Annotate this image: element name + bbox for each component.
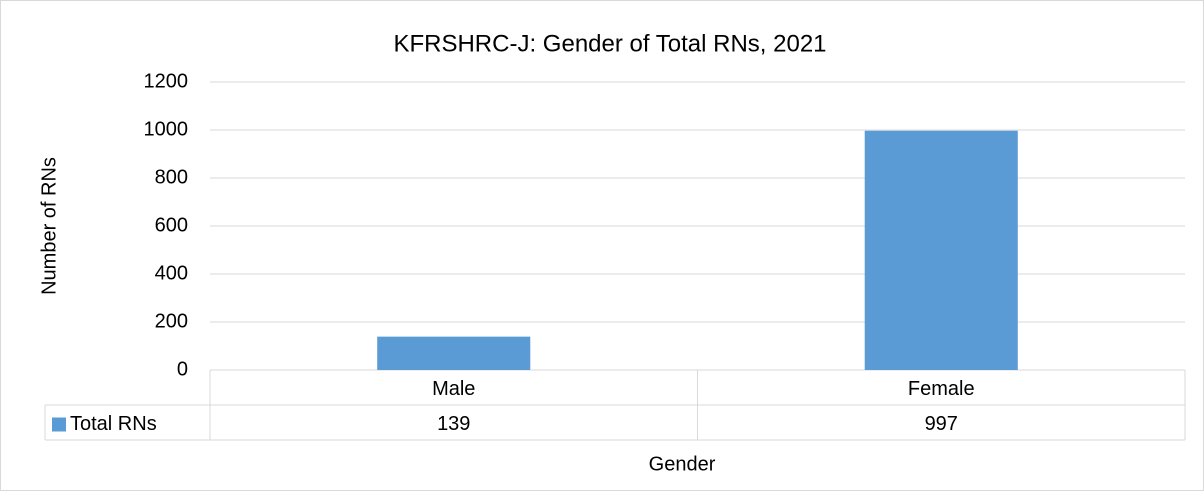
- legend-key: [52, 417, 66, 432]
- x-tick-label: Male: [432, 378, 475, 400]
- chart-title: KFRSHRC-J: Gender of Total RNs, 2021: [393, 30, 826, 57]
- table-value: 997: [925, 413, 958, 435]
- y-tick-label: 200: [155, 310, 188, 332]
- y-tick-label: 0: [177, 358, 188, 380]
- y-tick-label: 600: [155, 214, 188, 236]
- y-tick-label: 800: [155, 166, 188, 188]
- x-axis-title: Gender: [649, 453, 716, 475]
- legend-label: Total RNs: [70, 413, 157, 435]
- y-tick-label: 1000: [144, 118, 189, 140]
- table-value: 139: [437, 413, 470, 435]
- y-axis-title: Number of RNs: [38, 157, 60, 295]
- bar: [864, 130, 1018, 370]
- bar: [377, 336, 531, 370]
- x-tick-label: Female: [908, 378, 975, 400]
- y-tick-label: 1200: [144, 70, 189, 92]
- y-tick-label: 400: [155, 262, 188, 284]
